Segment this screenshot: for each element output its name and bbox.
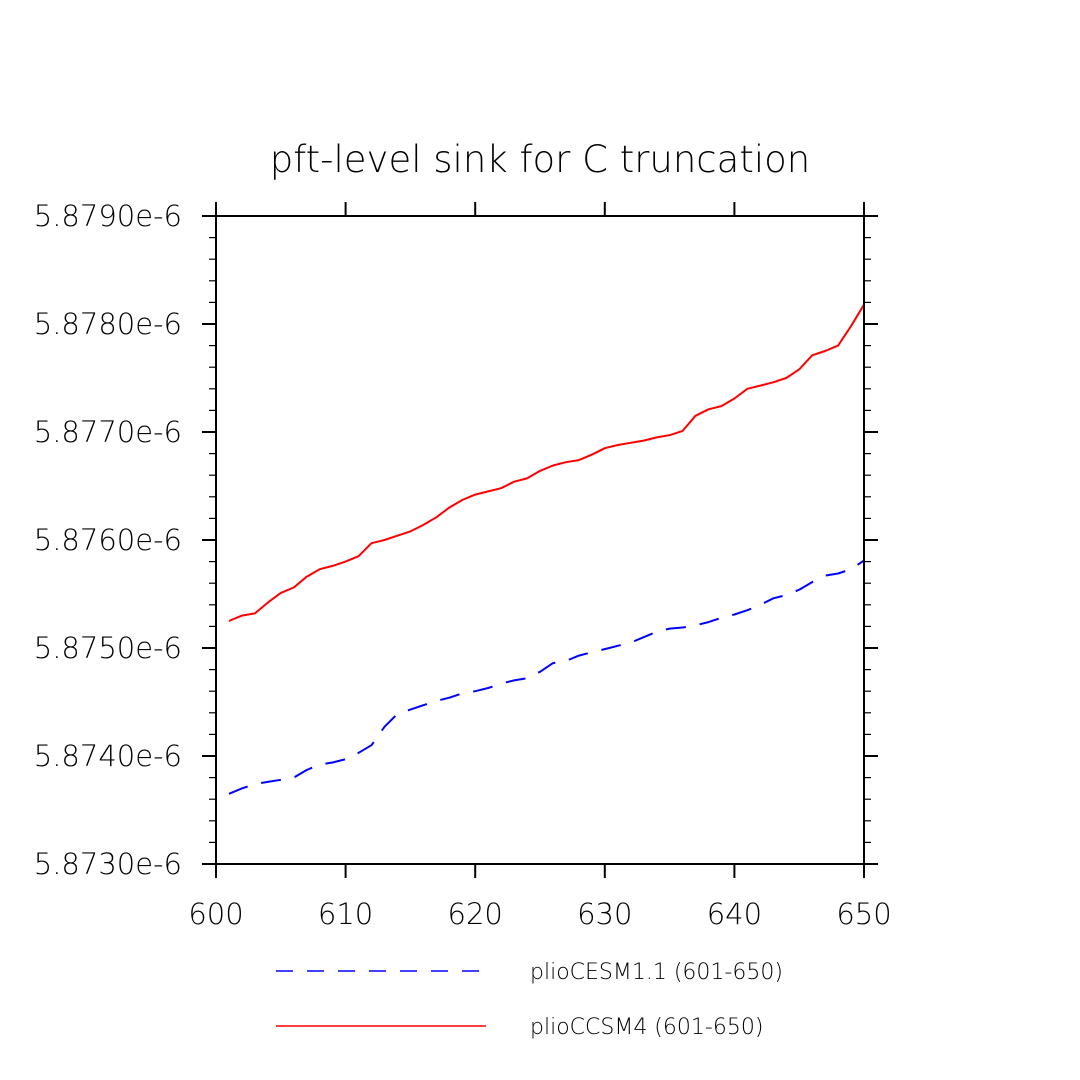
x-tick-label: 620 [448, 897, 503, 931]
y-tick-label: 5.8730e-6 [34, 847, 182, 881]
legend-label-2: plioCCSM4 (601-650) [530, 1015, 763, 1040]
chart-title: pft-level sink for C truncation [270, 138, 810, 181]
plot-frame [215, 215, 865, 865]
series-line-2 [228, 304, 865, 622]
y-tick-label: 5.8740e-6 [34, 739, 182, 773]
x-tick-label: 630 [577, 897, 632, 931]
x-tick-label: 650 [836, 897, 891, 931]
x-tick-label: 600 [188, 897, 243, 931]
y-tick-label: 5.8750e-6 [34, 631, 182, 665]
x-tick-label: 610 [318, 897, 373, 931]
x-tick-label: 640 [707, 897, 762, 931]
y-axis-tick-labels: 5.8730e-6 5.8740e-6 5.8750e-6 5.8760e-6 5.87… [34, 199, 182, 881]
x-axis-tick-labels: 600 610 620 630 640 650 [188, 897, 891, 931]
y-tick-label: 5.8780e-6 [34, 307, 182, 341]
y-tick-label: 5.8760e-6 [34, 523, 182, 557]
axis-ticks [202, 202, 878, 878]
y-tick-label: 5.8790e-6 [34, 199, 182, 233]
legend-label-1: plioCESM1.1 (601-650) [530, 960, 783, 985]
series-line-1 [228, 559, 865, 795]
legend: plioCESM1.1 (601-650) plioCCSM4 (601-650) [276, 960, 783, 1040]
series-lines [228, 304, 865, 795]
y-tick-label: 5.8770e-6 [34, 415, 182, 449]
